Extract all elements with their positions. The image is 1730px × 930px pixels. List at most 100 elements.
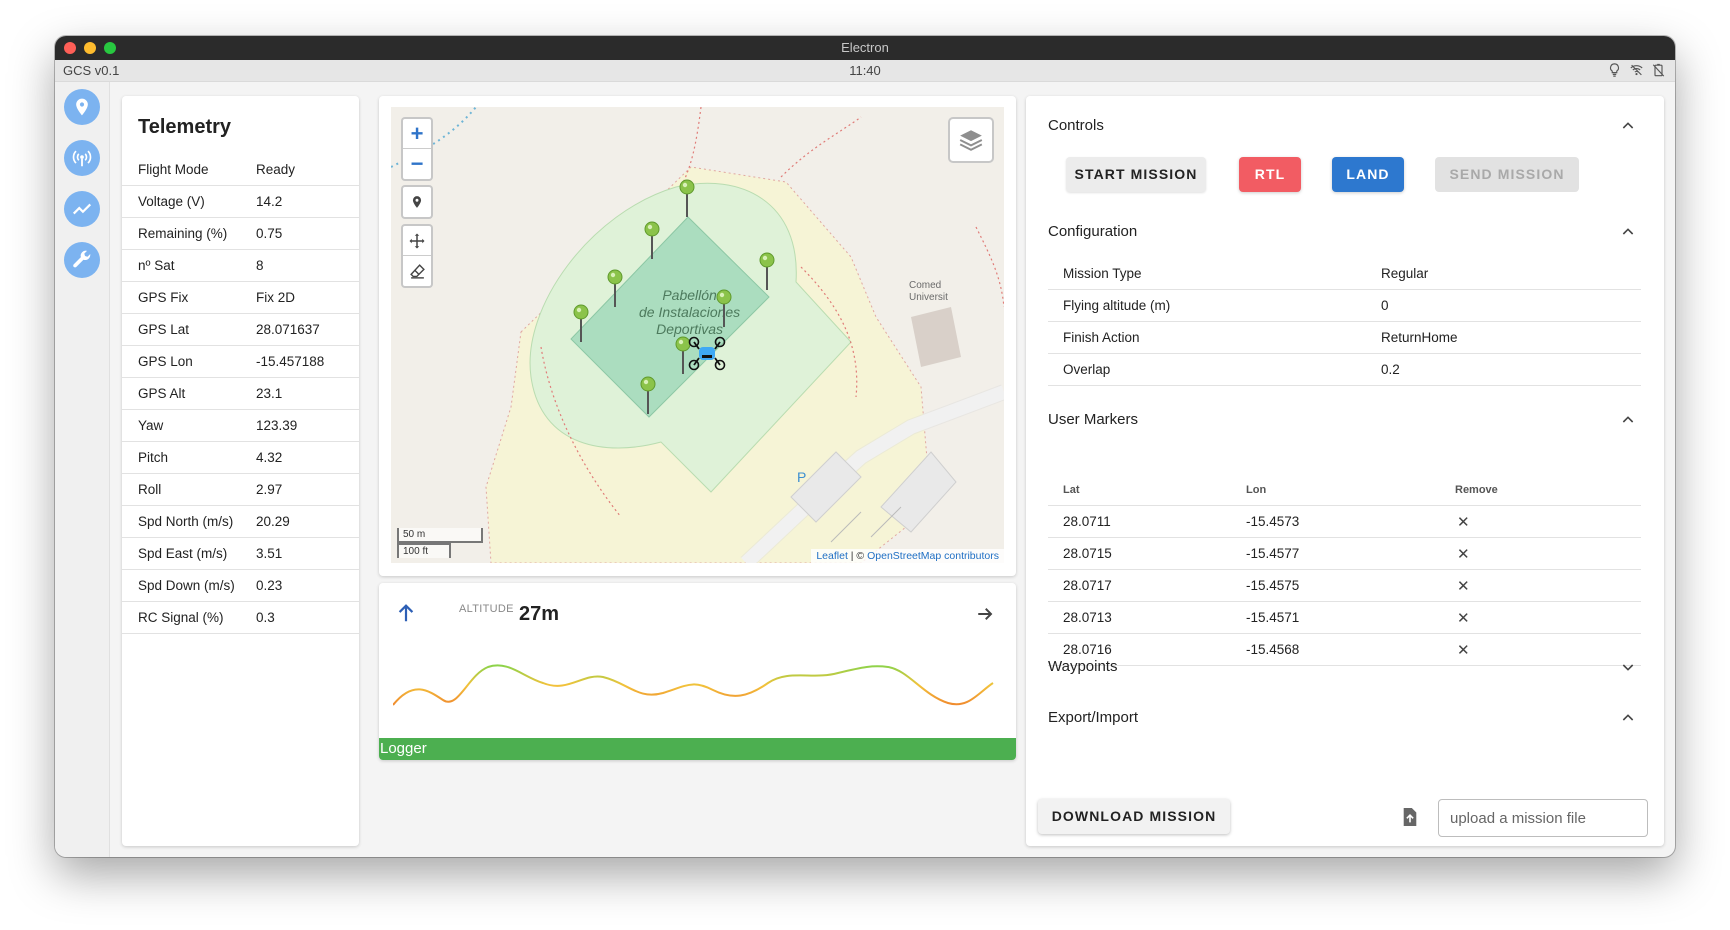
nav-settings-button[interactable] — [64, 242, 100, 278]
chevron-up-icon[interactable] — [1620, 118, 1636, 134]
waypoint-pin-icon[interactable] — [607, 269, 623, 307]
chevron-up-icon[interactable] — [1620, 224, 1636, 240]
telemetry-value: 8 — [256, 258, 264, 273]
waypoint-pin-icon[interactable] — [573, 304, 589, 342]
marker-lat: 28.0715 — [1063, 546, 1112, 561]
telemetry-row: Spd Down (m/s) 0.23 — [122, 570, 359, 602]
arrow-up-icon — [398, 604, 414, 622]
attribution-separator: | © — [847, 550, 868, 562]
user-markers-title: User Markers — [1048, 411, 1139, 428]
telemetry-row: Voltage (V) 14.2 — [122, 186, 359, 218]
draw-marker-tool — [401, 185, 433, 219]
config-value[interactable]: ReturnHome — [1381, 330, 1458, 345]
chevron-up-icon[interactable] — [1620, 710, 1636, 726]
file-upload-icon[interactable] — [1401, 807, 1419, 827]
telemetry-label: nº Sat — [138, 258, 175, 273]
nav-charts-button[interactable] — [64, 191, 100, 227]
scale-feet: 100 ft — [397, 543, 451, 558]
table-row: 28.0713 -15.4571 ✕ — [1048, 602, 1641, 634]
land-button[interactable]: LAND — [1332, 157, 1404, 192]
waypoint-pin-icon[interactable] — [716, 289, 732, 327]
minimize-window-button[interactable] — [84, 42, 96, 54]
map-pin-icon — [76, 98, 88, 116]
telemetry-label: RC Signal (%) — [138, 610, 224, 625]
layers-button[interactable] — [948, 117, 994, 163]
nav-telemetry-button[interactable] — [64, 140, 100, 176]
telemetry-label: GPS Fix — [138, 290, 189, 305]
config-row: Finish Action ReturnHome — [1048, 322, 1641, 354]
waypoint-pin-icon[interactable] — [644, 221, 660, 259]
telemetry-label: Remaining (%) — [138, 226, 228, 241]
controls-title: Controls — [1048, 117, 1104, 134]
config-value[interactable]: 0.2 — [1381, 362, 1400, 377]
remove-marker-button[interactable]: ✕ — [1457, 577, 1470, 595]
telemetry-row: GPS Alt 23.1 — [122, 378, 359, 410]
telemetry-row: Pitch 4.32 — [122, 442, 359, 474]
marker-lon: -15.4568 — [1246, 642, 1300, 657]
telemetry-row: RC Signal (%) 0.3 — [122, 602, 359, 634]
table-row: 28.0716 -15.4568 ✕ — [1048, 634, 1641, 666]
draw-marker-button[interactable] — [403, 187, 431, 217]
waypoint-pin-icon[interactable] — [640, 376, 656, 414]
telemetry-label: Flight Mode — [138, 162, 209, 177]
telemetry-row: GPS Fix Fix 2D — [122, 282, 359, 314]
upload-mission-input[interactable] — [1438, 799, 1648, 837]
config-value[interactable]: Regular — [1381, 266, 1429, 281]
rtl-button[interactable]: RTL — [1239, 157, 1301, 192]
remove-marker-button[interactable]: ✕ — [1457, 513, 1470, 531]
status-bar: GCS v0.1 11:40 — [55, 60, 1675, 82]
telemetry-row: Remaining (%) 0.75 — [122, 218, 359, 250]
marker-lat: 28.0716 — [1063, 642, 1112, 657]
zoom-out-button[interactable]: − — [410, 151, 424, 176]
map-view[interactable]: Pabellón de Instalaciones Deportivas Com… — [391, 107, 1004, 563]
telemetry-label: Spd North (m/s) — [138, 514, 234, 529]
parking-label: P — [797, 469, 807, 485]
move-button[interactable] — [403, 226, 431, 256]
chevron-down-icon[interactable] — [1620, 659, 1636, 675]
drone-icon[interactable] — [687, 334, 727, 374]
wifi-off-icon — [1630, 64, 1643, 76]
header-remove: Remove — [1455, 483, 1498, 496]
nav-map-button[interactable] — [64, 89, 100, 125]
chevron-up-icon[interactable] — [1620, 412, 1636, 428]
map-label-pabellon: Pabellón de Instalaciones Deportivas — [639, 287, 741, 337]
marker-lat: 28.0717 — [1063, 578, 1112, 593]
telemetry-value: 0.23 — [256, 578, 283, 593]
osm-link[interactable]: OpenStreetMap contributors — [867, 550, 999, 562]
telemetry-value: 14.2 — [256, 194, 283, 209]
start-mission-button[interactable]: START MISSION — [1066, 157, 1206, 192]
zoom-in-button[interactable]: + — [403, 119, 431, 149]
telemetry-value: 2.97 — [256, 482, 283, 497]
telemetry-table: Flight Mode Ready Voltage (V) 14.2 Remaining… — [122, 154, 359, 634]
export-import-title: Export/Import — [1048, 709, 1139, 726]
arrow-right-icon[interactable] — [976, 605, 994, 623]
waypoint-pin-icon[interactable] — [679, 179, 695, 217]
erase-button[interactable] — [403, 256, 431, 286]
download-mission-button[interactable]: DOWNLOAD MISSION — [1038, 799, 1230, 834]
close-window-button[interactable] — [64, 42, 76, 54]
config-label: Flying altitude (m) — [1063, 298, 1171, 313]
chart-line-icon — [72, 203, 92, 215]
scale-meters: 50 m — [397, 528, 483, 543]
config-row: Mission Type Regular — [1048, 258, 1641, 290]
telemetry-label: Spd East (m/s) — [138, 546, 228, 561]
telemetry-value: 123.39 — [256, 418, 298, 433]
table-row: 28.0717 -15.4575 ✕ — [1048, 570, 1641, 602]
leaflet-link[interactable]: Leaflet — [816, 550, 848, 562]
telemetry-value: Ready — [256, 162, 296, 177]
logger-bar[interactable]: Logger — [379, 738, 1016, 760]
telemetry-value: 23.1 — [256, 386, 283, 401]
remove-marker-button[interactable]: ✕ — [1457, 609, 1470, 627]
altitude-label: ALTITUDE — [459, 603, 514, 615]
map-scale: 50 m 100 ft — [397, 528, 483, 558]
telemetry-label: Spd Down (m/s) — [138, 578, 235, 593]
remove-marker-button[interactable]: ✕ — [1457, 641, 1470, 659]
remove-marker-button[interactable]: ✕ — [1457, 545, 1470, 563]
config-label: Overlap — [1063, 362, 1111, 377]
maximize-window-button[interactable] — [104, 42, 116, 54]
marker-lon: -15.4573 — [1246, 514, 1300, 529]
waypoint-pin-icon[interactable] — [759, 252, 775, 290]
config-value[interactable]: 0 — [1381, 298, 1389, 313]
clock: 11:40 — [849, 63, 881, 78]
send-mission-button[interactable]: SEND MISSION — [1435, 157, 1579, 192]
